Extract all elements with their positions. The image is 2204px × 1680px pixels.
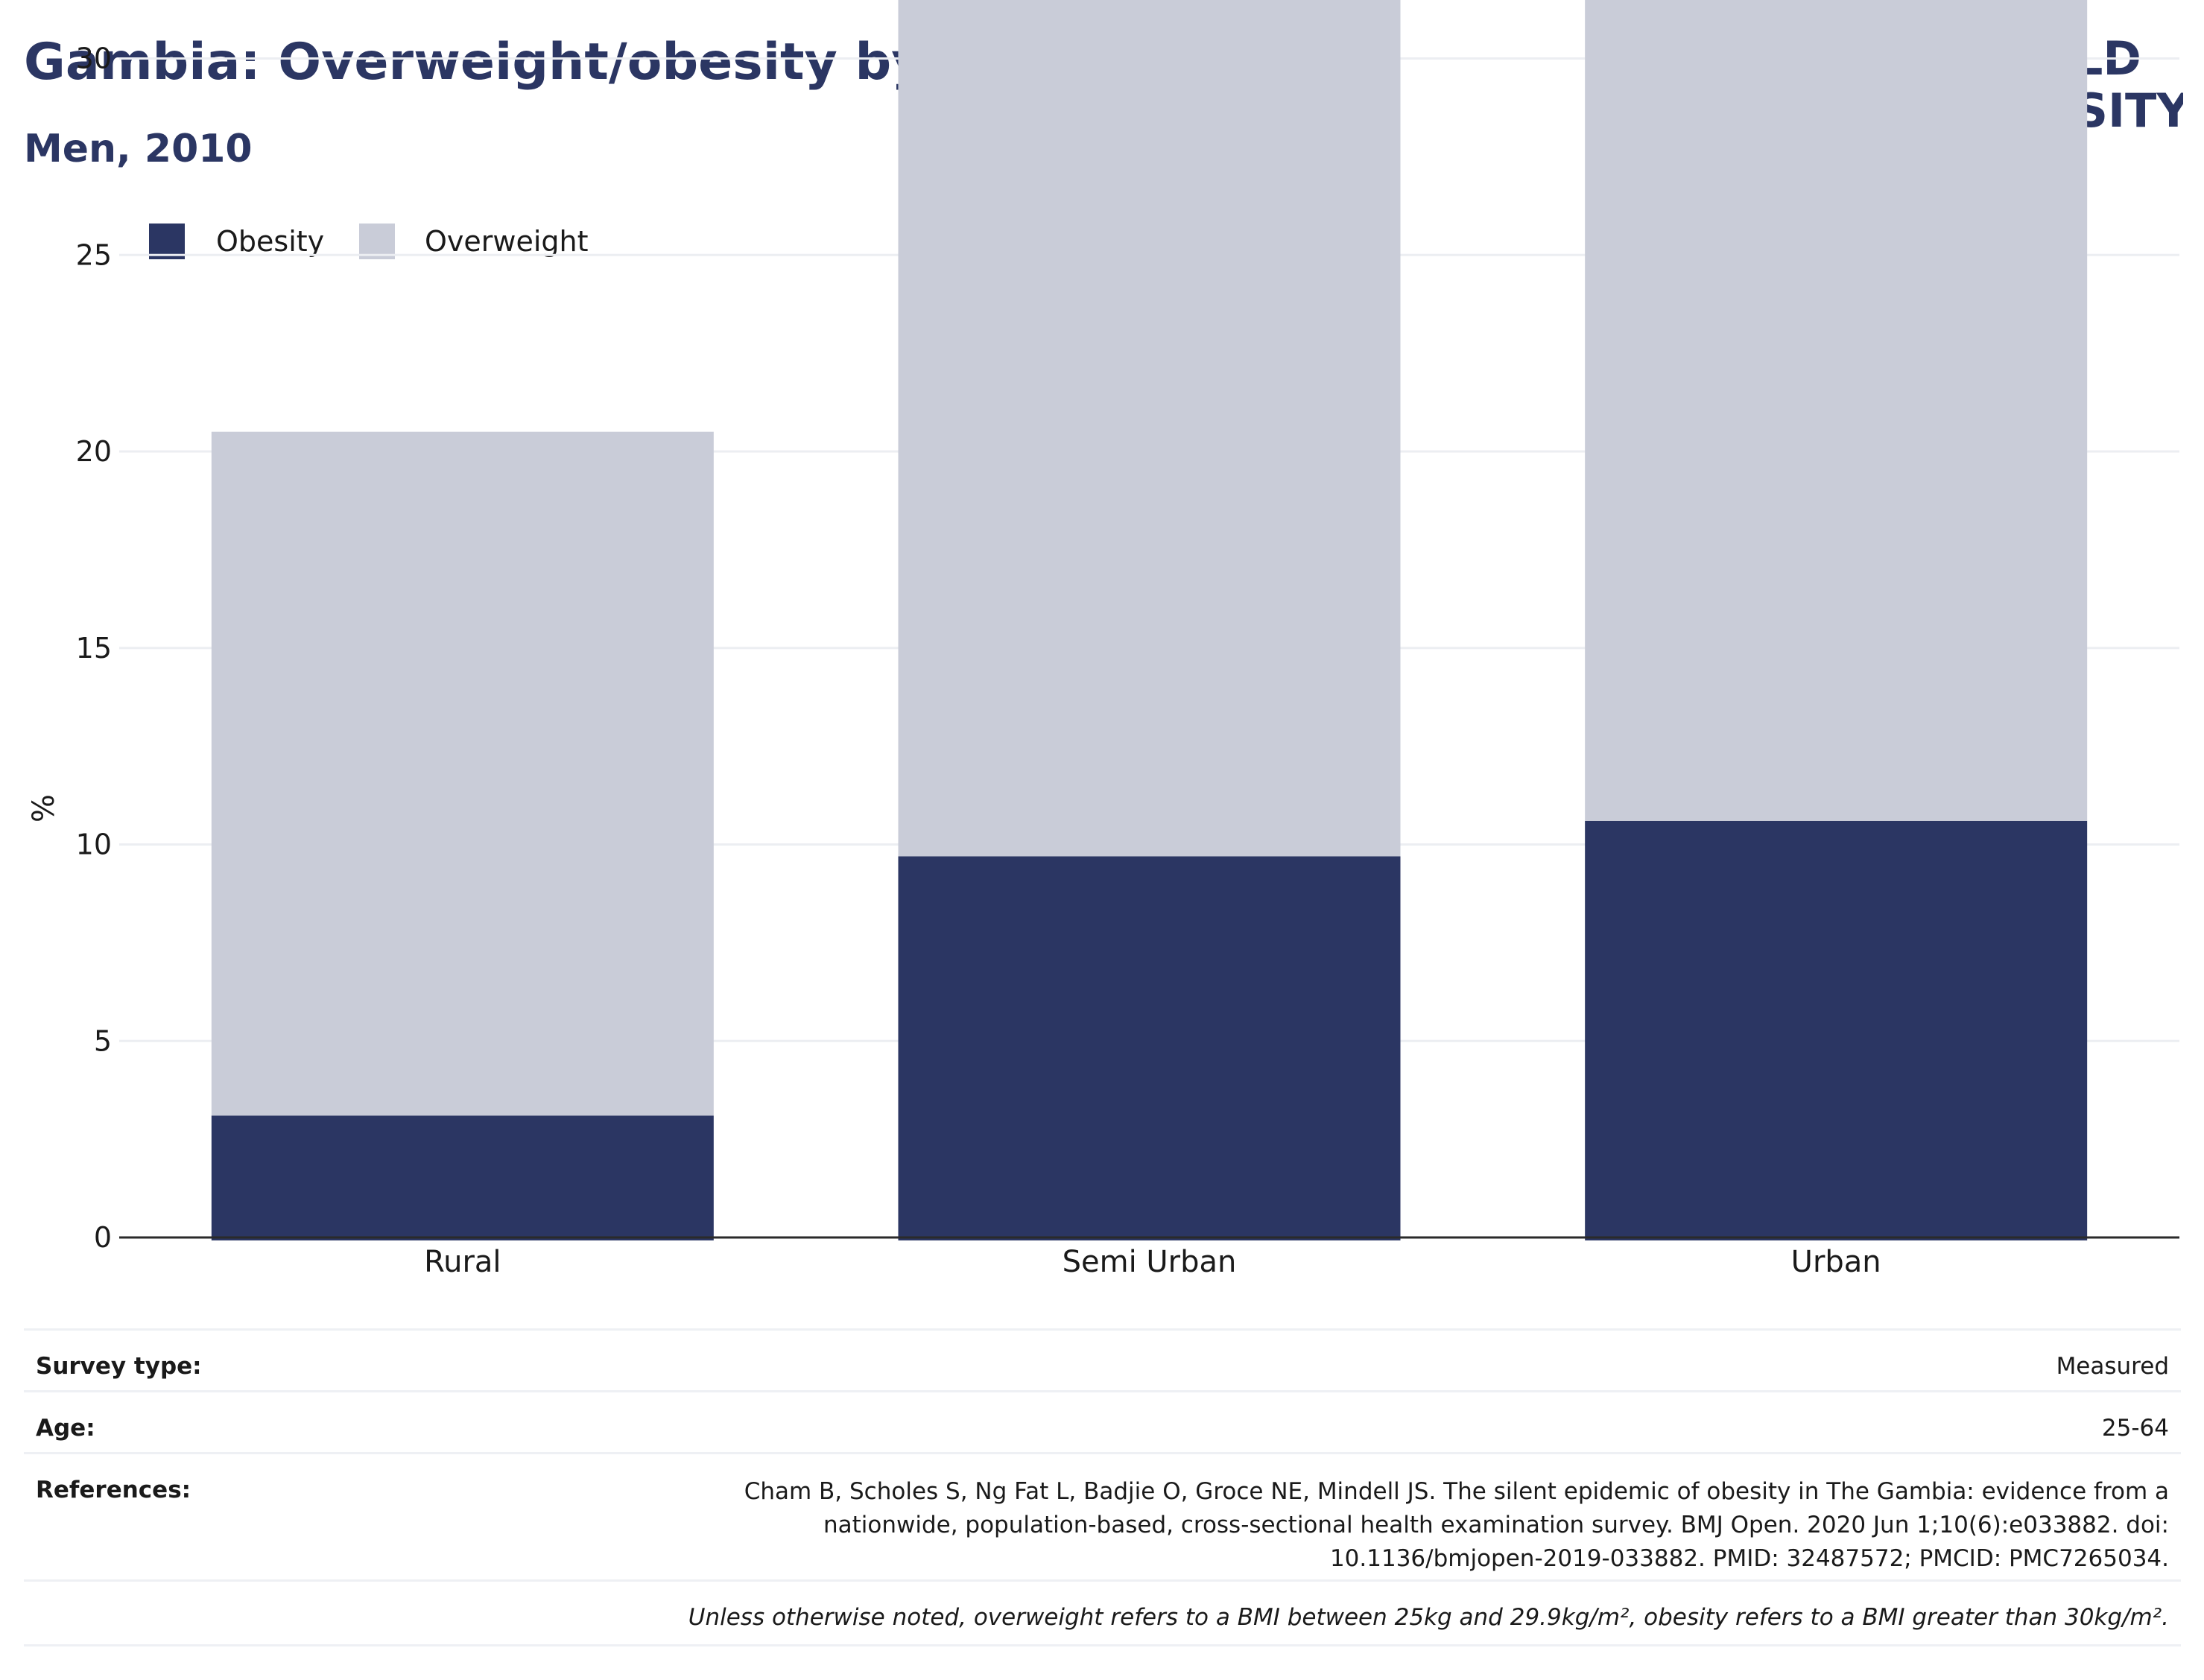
y-tick-label-5: 5 [94, 1024, 112, 1057]
survey-type-label: Survey type: [36, 1353, 202, 1380]
survey-type-value: Measured [2056, 1353, 2169, 1380]
age-value: 25-64 [2101, 1415, 2169, 1442]
legend-label-overweight: Overweight [425, 225, 589, 258]
bar-overweight-rural [211, 431, 714, 1116]
legend-swatch-obesity [149, 224, 185, 259]
references-label: References: [36, 1477, 191, 1503]
y-tick-label-15: 15 [76, 632, 112, 665]
note-row: Unless otherwise noted, overweight refer… [24, 1579, 2181, 1646]
bar-obesity-urban [1585, 820, 2088, 1240]
y-tick-label-30: 30 [76, 42, 112, 75]
y-tick-label-10: 10 [76, 828, 112, 861]
x-tick-label-semi-urban: Semi Urban [1063, 1245, 1237, 1279]
y-tick-label-0: 0 [94, 1221, 112, 1254]
survey-type-row: Survey type: Measured [24, 1328, 2181, 1390]
x-tick-label-urban: Urban [1791, 1245, 1881, 1279]
bar-overweight-urban [1585, 0, 2088, 821]
y-axis-label: % [27, 794, 61, 822]
bmi-note: Unless otherwise noted, overweight refer… [688, 1604, 2169, 1631]
age-row: Age: 25-64 [24, 1390, 2181, 1452]
references-row: References: Cham B, Scholes S, Ng Fat L,… [24, 1452, 2181, 1579]
bar-obesity-semi-urban [898, 856, 1401, 1240]
y-tick-label-20: 20 [76, 435, 112, 468]
legend-swatch-overweight [359, 224, 395, 259]
page-subtitle: Men, 2010 [24, 127, 253, 171]
bar-overweight-semi-urban [898, 0, 1401, 857]
bar-obesity-rural [211, 1115, 714, 1240]
references-value: Cham B, Scholes S, Ng Fat L, Badjie O, G… [744, 1478, 2169, 1572]
legend-label-obesity: Obesity [216, 225, 325, 258]
survey-details-table: Survey type: Measured Age: 25-64 Referen… [24, 1328, 2181, 1646]
x-tick-label-rural: Rural [424, 1245, 501, 1279]
age-label: Age: [36, 1415, 95, 1442]
y-tick-label-25: 25 [76, 238, 112, 271]
